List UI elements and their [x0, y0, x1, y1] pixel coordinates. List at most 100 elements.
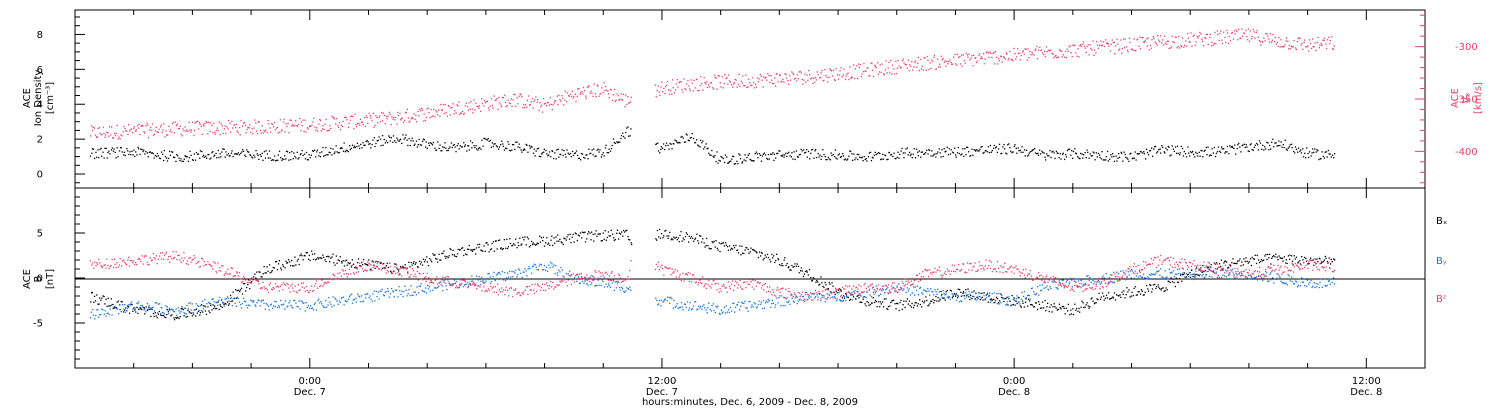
vx-series-point: [747, 78, 750, 80]
by-series-point: [416, 286, 418, 288]
x-tick-label-date: Dec. 8: [1350, 387, 1382, 398]
bottom-left-tick-label: 5: [37, 229, 43, 240]
bx-series-point: [594, 233, 596, 235]
by-series-point: [658, 300, 661, 302]
bx-series-point: [740, 254, 742, 256]
vx-series-point: [446, 115, 449, 117]
density-series-point: [574, 152, 577, 154]
density-series-point: [699, 146, 701, 148]
bx-series-point: [812, 277, 815, 279]
density-series-point: [147, 156, 149, 158]
density-series-point: [1205, 146, 1207, 149]
by-series-point: [872, 286, 875, 288]
density-series-point: [921, 151, 924, 153]
density-series-point: [1036, 153, 1038, 155]
vx-series-point: [110, 134, 112, 136]
vx-series-point: [804, 73, 806, 75]
by-series-point: [882, 288, 884, 290]
by-series-point: [278, 305, 280, 307]
by-series-point: [146, 302, 149, 305]
vx-series-point: [810, 78, 812, 80]
density-series-point: [514, 148, 516, 150]
density-series-point: [353, 145, 356, 147]
bx-series-point: [898, 309, 900, 312]
by-series-point: [870, 296, 873, 298]
bx-series-point: [306, 252, 308, 254]
by-series-point: [926, 290, 928, 293]
by-series-point: [1162, 276, 1164, 279]
by-series-point: [984, 298, 986, 300]
bx-series-point: [919, 299, 921, 301]
vx-series-point: [845, 75, 847, 77]
by-series-point: [555, 265, 557, 267]
vx-series-point: [312, 121, 314, 123]
density-series-point: [853, 153, 855, 155]
density-series-point: [820, 158, 822, 160]
by-series-point: [608, 285, 610, 287]
density-series-point: [925, 152, 927, 154]
density-series-point: [453, 143, 456, 146]
by-series-point: [527, 268, 529, 270]
density-series-point: [528, 145, 531, 147]
bx-series-point: [840, 289, 842, 291]
by-series-point: [229, 297, 232, 300]
vx-series-point: [1023, 53, 1025, 55]
by-series-point: [242, 297, 245, 299]
vx-series-point: [1076, 55, 1078, 57]
bx-series-point: [197, 310, 200, 312]
by-series-point: [709, 308, 711, 310]
by-series-point: [940, 294, 943, 297]
by-series-point: [302, 302, 304, 304]
density-series-point: [1189, 155, 1191, 157]
bx-series-point: [457, 248, 459, 251]
vx-series-point: [1283, 45, 1285, 48]
bx-series-point: [993, 298, 995, 300]
bx-series-point: [980, 292, 982, 295]
vx-series-point: [526, 99, 529, 101]
density-series-point: [1320, 158, 1322, 160]
vx-series-point: [599, 93, 601, 95]
vx-series-point: [721, 76, 723, 78]
bx-series-point: [1082, 302, 1084, 304]
density-series-point: [396, 137, 398, 139]
vx-series-point: [526, 106, 528, 108]
bx-series-point: [1159, 288, 1161, 290]
vx-series-point: [1084, 47, 1086, 49]
density-series-point: [265, 150, 267, 152]
by-series-point: [230, 297, 232, 299]
by-series-point: [874, 290, 876, 292]
bx-series-point: [868, 304, 870, 306]
vx-series-point: [1205, 37, 1207, 40]
vx-series-point: [877, 73, 880, 75]
by-series-point: [451, 284, 453, 286]
vx-series-point: [883, 74, 885, 76]
by-series-point: [274, 300, 276, 302]
density-series-point: [620, 135, 623, 137]
bx-series-point: [797, 265, 800, 267]
by-series-point: [318, 302, 321, 304]
bx-series-point: [1234, 262, 1236, 264]
by-series-point: [961, 300, 963, 303]
bx-series-point: [1058, 303, 1061, 305]
density-series-point: [1138, 153, 1140, 155]
vx-series-point: [1068, 46, 1070, 48]
density-series-point: [1015, 147, 1017, 149]
bx-series-point: [219, 304, 221, 306]
by-series-point: [343, 304, 345, 306]
vx-series-point: [477, 105, 479, 108]
vx-series-point: [1289, 48, 1291, 50]
bx-series-point: [1235, 262, 1237, 265]
vx-series-point: [1243, 32, 1246, 34]
by-series-point: [798, 299, 800, 301]
by-series-point: [581, 276, 583, 278]
vx-series-point: [229, 122, 231, 124]
vx-series-point: [424, 119, 426, 121]
density-series-point: [679, 142, 681, 144]
density-series-point: [759, 154, 762, 156]
bx-series-point: [969, 298, 971, 301]
bx-series-point: [777, 258, 779, 260]
vx-series-point: [542, 98, 545, 100]
by-series-point: [1286, 284, 1288, 286]
bx-series-point: [798, 272, 800, 274]
bx-series-point: [921, 306, 923, 308]
